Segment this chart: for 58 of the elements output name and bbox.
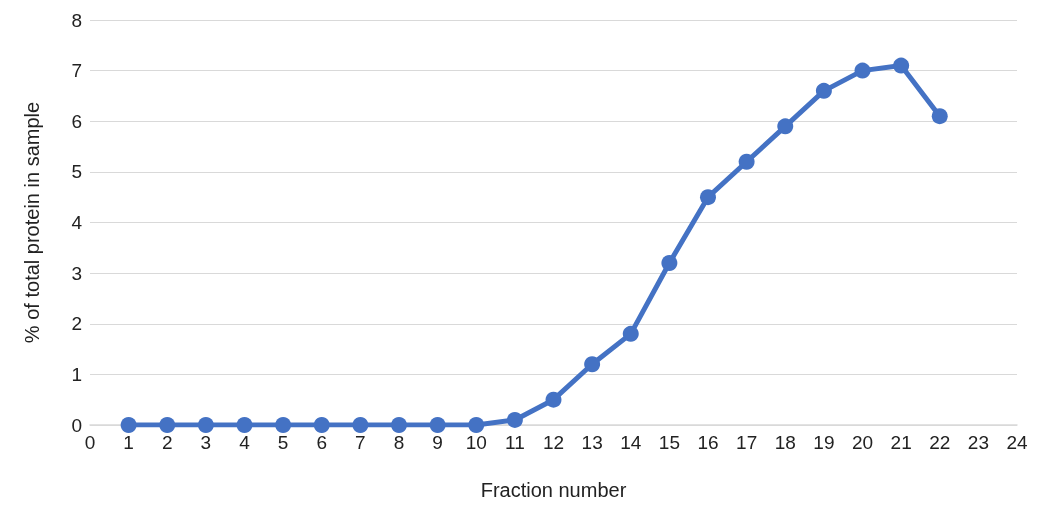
point	[661, 255, 678, 271]
x-tick-label: 14	[620, 432, 642, 453]
x-tick-label: 16	[697, 432, 719, 453]
point	[313, 417, 330, 433]
point	[893, 57, 910, 74]
y-axis-title: % of total protein in sample	[21, 101, 43, 344]
x-tick-label: 22	[929, 432, 951, 453]
x-tick-label: 4	[239, 432, 251, 453]
x-tick-label: 10	[465, 432, 487, 453]
y-tick-label: 6	[71, 110, 82, 132]
point	[854, 62, 871, 79]
point	[622, 325, 639, 342]
x-tick-label: 19	[813, 432, 835, 453]
point	[468, 417, 485, 433]
point	[815, 82, 832, 99]
x-tick-label: 20	[851, 432, 874, 453]
point	[197, 417, 214, 433]
point	[931, 108, 948, 125]
x-tick-label: 0	[84, 432, 96, 453]
x-tick-label: 18	[774, 432, 796, 453]
y-tick-label: 5	[71, 161, 82, 183]
x-tick-label: 13	[581, 432, 603, 453]
y-tick-label: 8	[71, 9, 82, 31]
point	[391, 417, 407, 433]
x-tick-label: 24	[1006, 432, 1028, 453]
point	[275, 417, 292, 433]
point	[429, 417, 446, 433]
y-tick-label: 3	[71, 262, 82, 284]
point	[584, 356, 601, 373]
x-tick-label: 6	[316, 432, 328, 453]
x-tick-label: 8	[393, 432, 405, 453]
x-tick-label: 9	[432, 432, 443, 453]
point	[236, 417, 253, 433]
x-axis-title: Fraction number	[480, 479, 627, 501]
x-tick-label: 3	[200, 432, 212, 453]
point	[700, 189, 716, 206]
x-tick-label: 11	[505, 432, 525, 453]
point	[120, 417, 137, 433]
x-tick-label: 21	[890, 432, 912, 453]
point	[777, 118, 794, 135]
y-tick-label: 2	[71, 313, 82, 335]
point	[159, 417, 176, 433]
x-tick-label: 23	[967, 432, 989, 453]
x-tick-label: 15	[658, 432, 680, 453]
x-tick-label: 7	[355, 432, 366, 453]
y-tick-label: 1	[71, 363, 82, 385]
x-tick-label: 5	[277, 432, 289, 453]
point	[352, 417, 369, 433]
x-tick-label: 1	[123, 432, 134, 453]
y-tick-label: 4	[71, 212, 83, 233]
y-tick-label: 7	[71, 60, 82, 82]
point	[506, 411, 523, 428]
x-tick-label: 2	[161, 432, 173, 453]
y-tick-label: 0	[71, 414, 82, 436]
point	[545, 391, 562, 408]
x-tick-label: 17	[736, 432, 758, 453]
point	[738, 153, 755, 170]
x-tick-label: 12	[542, 432, 565, 453]
